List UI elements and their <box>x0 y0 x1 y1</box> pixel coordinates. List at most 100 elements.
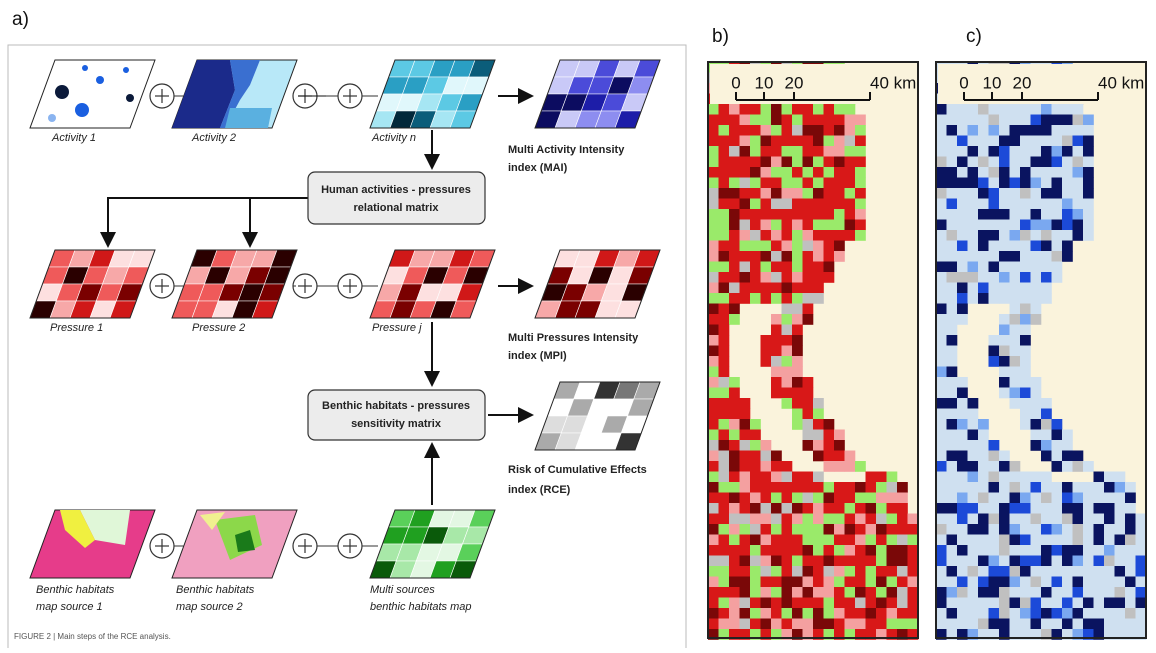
label: map source 2 <box>176 601 243 613</box>
map-cell <box>719 482 730 493</box>
map-cell <box>1125 577 1136 588</box>
map-cell <box>957 209 968 220</box>
map-cell <box>989 241 1000 252</box>
map-cell <box>740 262 751 273</box>
map-cell <box>908 514 919 525</box>
map-cell <box>1083 115 1094 126</box>
map-cell <box>999 461 1010 472</box>
map-cell <box>947 608 958 619</box>
map-cell <box>1020 115 1031 126</box>
map-c: 0102040 km <box>936 62 1146 640</box>
map-cell <box>1031 472 1042 483</box>
map-cell <box>761 451 772 462</box>
map-cell <box>719 283 730 294</box>
map-cell <box>708 167 719 178</box>
map-cell <box>792 283 803 294</box>
map-cell <box>719 388 730 399</box>
map-cell <box>989 493 1000 504</box>
map-cell <box>824 178 835 189</box>
map-cell <box>782 535 793 546</box>
map-cell <box>1125 566 1136 577</box>
map-shape <box>123 67 129 73</box>
map-cell <box>978 199 989 210</box>
map-cell <box>1020 514 1031 525</box>
map-cell <box>1010 272 1021 283</box>
map-cell <box>834 167 845 178</box>
scale-label: 0 <box>959 73 968 92</box>
map-cell <box>1020 304 1031 315</box>
map-cell <box>1041 104 1052 115</box>
map-cell <box>1062 493 1073 504</box>
label: Benthic habitats <box>176 584 255 596</box>
map-cell <box>813 472 824 483</box>
map-cell <box>719 304 730 315</box>
map-cell <box>824 104 835 115</box>
map-cell <box>1041 577 1052 588</box>
map-cell <box>957 587 968 598</box>
map-cell <box>782 608 793 619</box>
map-cell <box>978 493 989 504</box>
map-cell <box>1052 619 1063 630</box>
map-cell <box>855 199 866 210</box>
map-cell <box>1031 419 1042 430</box>
map-cell <box>1083 178 1094 189</box>
map-cell <box>729 209 740 220</box>
map-cell <box>897 556 908 567</box>
matrix-box <box>308 172 485 224</box>
map-cell <box>1010 136 1021 147</box>
map-cell <box>1020 377 1031 388</box>
map-cell <box>999 272 1010 283</box>
map-cell <box>936 241 947 252</box>
map-cell <box>968 220 979 231</box>
map-cell <box>729 419 740 430</box>
map-cell <box>740 419 751 430</box>
map-cell <box>750 493 761 504</box>
map-cell <box>845 545 856 556</box>
map-cell <box>1031 178 1042 189</box>
map-cell <box>803 566 814 577</box>
map-cell <box>1062 188 1073 199</box>
map-cell <box>782 220 793 231</box>
map-cell <box>708 482 719 493</box>
map-cell <box>1125 503 1136 514</box>
map-cell <box>947 241 958 252</box>
map-cell <box>782 241 793 252</box>
map-cell <box>813 262 824 273</box>
map-cell <box>771 514 782 525</box>
map-cell <box>1031 220 1042 231</box>
map-cell <box>1031 566 1042 577</box>
map-cell <box>771 209 782 220</box>
map-cell <box>1052 262 1063 273</box>
map-cell <box>1010 293 1021 304</box>
map-cell <box>719 451 730 462</box>
map-cell <box>771 178 782 189</box>
map-cell <box>957 167 968 178</box>
map-cell <box>719 577 730 588</box>
map-cell <box>978 503 989 514</box>
map-cell <box>1125 524 1136 535</box>
map-cell <box>936 419 947 430</box>
map-cell <box>792 188 803 199</box>
map-cell <box>989 104 1000 115</box>
map-cell <box>1010 482 1021 493</box>
map-cell <box>1010 178 1021 189</box>
map-cell <box>1041 251 1052 262</box>
panel-label: b) <box>712 26 729 47</box>
map-cell <box>813 157 824 168</box>
map-cell <box>729 188 740 199</box>
map-cell <box>824 262 835 273</box>
map-cell <box>1125 598 1136 609</box>
map-shape <box>75 103 89 117</box>
map-cell <box>813 619 824 630</box>
map-cell <box>989 577 1000 588</box>
label: Activity 1 <box>51 132 96 144</box>
map-shape <box>96 76 104 84</box>
map-cell <box>1031 314 1042 325</box>
map-cell <box>740 440 751 451</box>
map-cell <box>740 472 751 483</box>
map-cell <box>1094 556 1105 567</box>
map-cell <box>1052 545 1063 556</box>
map-cell <box>1136 545 1147 556</box>
map-cell <box>936 493 947 504</box>
map-cell <box>968 472 979 483</box>
